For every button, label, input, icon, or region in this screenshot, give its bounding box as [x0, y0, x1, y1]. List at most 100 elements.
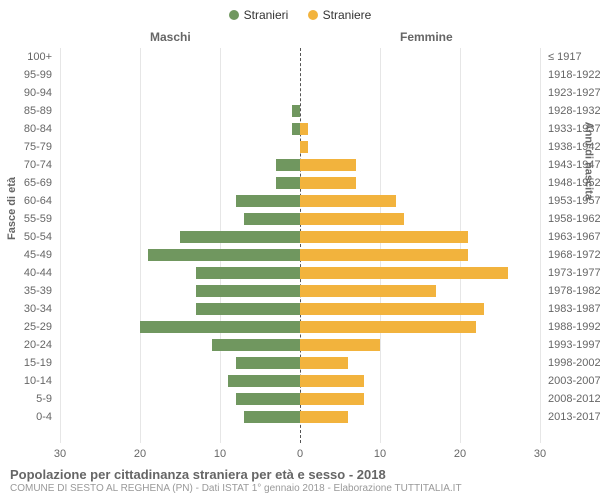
birth-year-label: 1988-1992 — [548, 318, 600, 336]
age-label: 20-24 — [24, 336, 52, 354]
bar-male — [180, 231, 300, 243]
age-label: 85-89 — [24, 102, 52, 120]
bar-male — [292, 105, 300, 117]
bar-male — [148, 249, 300, 261]
bar-male — [196, 285, 300, 297]
bar-female — [300, 303, 484, 315]
bar-female — [300, 321, 476, 333]
legend-item-female: Straniere — [308, 8, 372, 22]
age-row: 45-491968-1972 — [60, 246, 540, 264]
age-row: 55-591958-1962 — [60, 210, 540, 228]
legend-label-male: Stranieri — [244, 8, 289, 22]
gridline — [540, 48, 541, 443]
age-label: 70-74 — [24, 156, 52, 174]
bar-female — [300, 249, 468, 261]
birth-year-label: 2008-2012 — [548, 390, 600, 408]
age-row: 15-191998-2002 — [60, 354, 540, 372]
bar-female — [300, 177, 356, 189]
column-title-male: Maschi — [150, 30, 191, 44]
column-title-female: Femmine — [400, 30, 453, 44]
x-tick-label: 20 — [454, 448, 466, 460]
bar-female — [300, 213, 404, 225]
x-tick-label: 10 — [214, 448, 226, 460]
age-label: 30-34 — [24, 300, 52, 318]
birth-year-label: 1938-1942 — [548, 138, 600, 156]
age-row: 20-241993-1997 — [60, 336, 540, 354]
birth-year-label: 1953-1957 — [548, 192, 600, 210]
birth-year-label: 1958-1962 — [548, 210, 600, 228]
age-row: 80-841933-1937 — [60, 120, 540, 138]
age-row: 60-641953-1957 — [60, 192, 540, 210]
birth-year-label: 1963-1967 — [548, 228, 600, 246]
birth-year-label: 2013-2017 — [548, 408, 600, 426]
age-label: 10-14 — [24, 372, 52, 390]
age-label: 95-99 — [24, 66, 52, 84]
bar-male — [292, 123, 300, 135]
age-row: 40-441973-1977 — [60, 264, 540, 282]
age-label: 25-29 — [24, 318, 52, 336]
age-label: 40-44 — [24, 264, 52, 282]
age-label: 100+ — [27, 48, 52, 66]
age-row: 35-391978-1982 — [60, 282, 540, 300]
age-label: 60-64 — [24, 192, 52, 210]
birth-year-label: 1993-1997 — [548, 336, 600, 354]
x-tick-label: 30 — [534, 448, 546, 460]
birth-year-label: 1983-1987 — [548, 300, 600, 318]
age-row: 90-941923-1927 — [60, 84, 540, 102]
age-row: 0-42013-2017 — [60, 408, 540, 426]
age-label: 65-69 — [24, 174, 52, 192]
bar-male — [228, 375, 300, 387]
age-label: 45-49 — [24, 246, 52, 264]
birth-year-label: ≤ 1917 — [548, 48, 582, 66]
bar-male — [236, 357, 300, 369]
age-row: 85-891928-1932 — [60, 102, 540, 120]
birth-year-label: 1948-1952 — [548, 174, 600, 192]
age-label: 35-39 — [24, 282, 52, 300]
birth-year-label: 1933-1937 — [548, 120, 600, 138]
legend-swatch-male — [229, 10, 239, 20]
x-tick-label: 10 — [374, 448, 386, 460]
bar-male — [236, 393, 300, 405]
bar-female — [300, 375, 364, 387]
bar-female — [300, 195, 396, 207]
bar-male — [196, 303, 300, 315]
x-axis: 3020100102030 — [60, 448, 540, 464]
birth-year-label: 1943-1947 — [548, 156, 600, 174]
age-row: 5-92008-2012 — [60, 390, 540, 408]
bar-female — [300, 411, 348, 423]
bar-female — [300, 231, 468, 243]
plot-area: 100+≤ 191795-991918-192290-941923-192785… — [60, 48, 540, 443]
age-label: 50-54 — [24, 228, 52, 246]
birth-year-label: 2003-2007 — [548, 372, 600, 390]
bar-female — [300, 159, 356, 171]
legend-item-male: Stranieri — [229, 8, 289, 22]
age-label: 15-19 — [24, 354, 52, 372]
birth-year-label: 1923-1927 — [548, 84, 600, 102]
bar-male — [276, 159, 300, 171]
age-row: 75-791938-1942 — [60, 138, 540, 156]
age-row: 10-142003-2007 — [60, 372, 540, 390]
bar-female — [300, 339, 380, 351]
age-label: 75-79 — [24, 138, 52, 156]
age-row: 25-291988-1992 — [60, 318, 540, 336]
birth-year-label: 1918-1922 — [548, 66, 600, 84]
age-row: 95-991918-1922 — [60, 66, 540, 84]
age-row: 50-541963-1967 — [60, 228, 540, 246]
birth-year-label: 1973-1977 — [548, 264, 600, 282]
bar-male — [196, 267, 300, 279]
caption-subtitle: COMUNE DI SESTO AL REGHENA (PN) - Dati I… — [10, 483, 590, 494]
x-tick-label: 20 — [134, 448, 146, 460]
legend: Stranieri Straniere — [0, 8, 600, 23]
age-label: 5-9 — [36, 390, 52, 408]
bar-male — [236, 195, 300, 207]
bar-female — [300, 285, 436, 297]
caption: Popolazione per cittadinanza straniera p… — [10, 467, 590, 494]
age-row: 30-341983-1987 — [60, 300, 540, 318]
age-row: 100+≤ 1917 — [60, 48, 540, 66]
bar-female — [300, 123, 308, 135]
birth-year-label: 1998-2002 — [548, 354, 600, 372]
birth-year-label: 1978-1982 — [548, 282, 600, 300]
age-label: 0-4 — [36, 408, 52, 426]
bar-female — [300, 393, 364, 405]
age-label: 55-59 — [24, 210, 52, 228]
